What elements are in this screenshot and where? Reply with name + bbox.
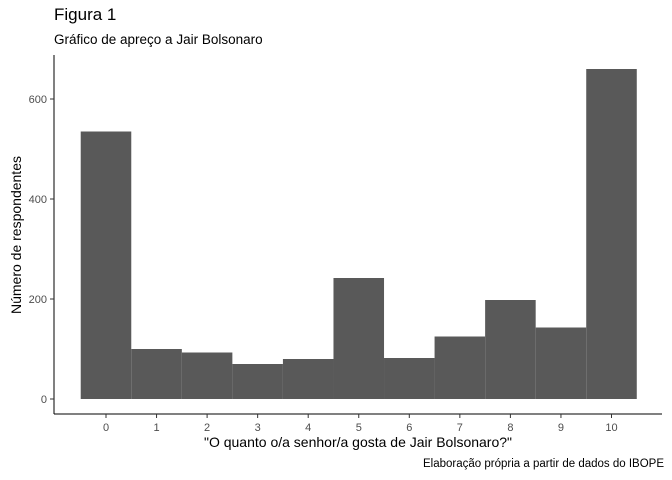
- x-tick-label: 5: [356, 422, 362, 434]
- bar-5: [333, 278, 385, 399]
- y-axis-title: Número de respondentes: [8, 156, 24, 314]
- bar-4: [282, 359, 334, 399]
- y-axis-ticks: 0 200 400 600: [29, 94, 54, 406]
- bar-3: [232, 364, 283, 399]
- bars-group: [80, 69, 637, 399]
- x-tick-label: 10: [605, 422, 617, 434]
- chart-caption: Elaboração própria a partir de dados do …: [422, 458, 664, 470]
- x-tick-label: 1: [153, 422, 159, 434]
- bar-6: [384, 358, 435, 399]
- x-axis-title: "O quanto o/a senhor/a gosta de Jair Bol…: [204, 434, 512, 450]
- x-tick-label: 2: [204, 422, 210, 434]
- x-tick-label: 8: [507, 422, 513, 434]
- x-tick-label: 4: [305, 422, 311, 434]
- chart-title: Figura 1: [54, 5, 117, 24]
- x-tick-label: 6: [406, 422, 412, 434]
- chart-subtitle: Gráfico de apreço a Jair Bolsonaro: [54, 32, 263, 47]
- y-tick-label: 200: [29, 294, 47, 306]
- bar-1: [131, 349, 182, 399]
- bar-0: [80, 131, 132, 399]
- x-tick-label: 9: [558, 422, 564, 434]
- bar-8: [485, 300, 536, 399]
- bar-9: [535, 327, 587, 399]
- x-tick-label: 3: [255, 422, 261, 434]
- bar-7: [434, 336, 486, 399]
- x-tick-label: 7: [457, 422, 463, 434]
- bar-2: [181, 352, 233, 399]
- y-tick-label: 600: [29, 94, 47, 106]
- x-axis-ticks: 0 1 2 3 4 5 6 7 8 9 10: [103, 414, 618, 434]
- y-tick-label: 400: [29, 194, 47, 206]
- y-tick-label: 0: [41, 394, 47, 406]
- bar-10: [586, 69, 637, 399]
- x-tick-label: 0: [103, 422, 109, 434]
